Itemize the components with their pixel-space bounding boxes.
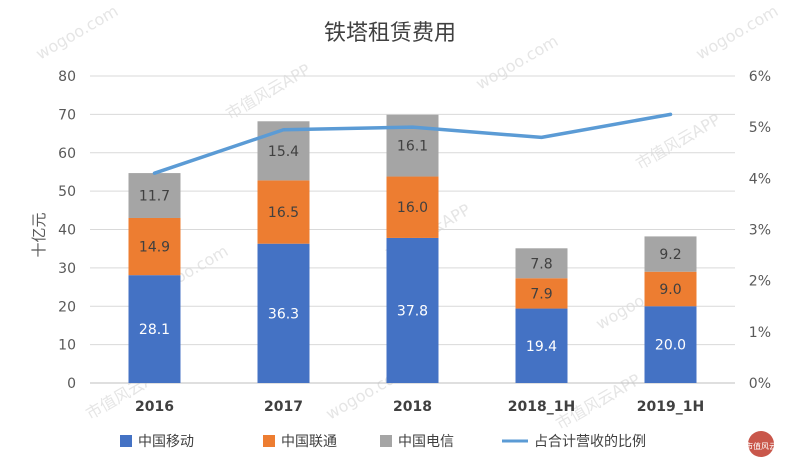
chart-title: 铁塔租赁费用: [324, 21, 456, 46]
bars: [128, 114, 697, 383]
bar-segment: [257, 180, 310, 244]
bar-segment: [644, 271, 697, 307]
bar-segment: [515, 308, 568, 383]
y-axis-label: 十亿元: [30, 212, 48, 257]
bar-segment: [386, 237, 439, 383]
logo: 市值风云: [745, 431, 777, 457]
watermark-text: wogoo.com: [33, 1, 122, 63]
legend-swatch: [263, 435, 275, 447]
data-label: 7.8: [530, 256, 552, 272]
bar-segment: [128, 275, 181, 383]
data-label: 28.1: [139, 322, 170, 338]
data-label: 19.4: [526, 339, 557, 355]
bar-segment: [644, 306, 697, 383]
legend-label: 中国电信: [398, 434, 454, 450]
y-tick-label: 50: [58, 184, 76, 200]
data-label: 16.1: [397, 139, 428, 155]
data-labels: 28.1 14.9 11.7 36.3 16.5 15.4 37.8 16.0 16.1 19.4…: [139, 139, 686, 355]
bar-segment: [515, 248, 568, 279]
bar-segment: [644, 236, 697, 272]
y2-tick-label: 3%: [749, 223, 771, 239]
data-label: 11.7: [139, 189, 170, 205]
y2-tick-label: 4%: [749, 171, 771, 187]
legend: 中国移动 中国联通 中国电信 占合计营收的比例: [120, 434, 646, 450]
data-label: 37.8: [397, 303, 428, 319]
line-point: [153, 171, 156, 175]
data-label: 15.4: [268, 144, 299, 160]
x-tick-label: 2019_1H: [637, 399, 704, 415]
bar-segment: [515, 278, 568, 309]
line-point: [669, 112, 672, 116]
data-label: 36.3: [268, 306, 299, 322]
y2-tick-label: 2%: [749, 274, 771, 290]
x-tick-label: 2018: [393, 399, 432, 415]
bar-segment: [128, 173, 181, 218]
data-label: 14.9: [139, 240, 170, 256]
y2-tick-label: 1%: [749, 325, 771, 341]
y-tick-label: 70: [58, 107, 76, 123]
x-tick-label: 2016: [135, 399, 174, 415]
data-label: 9.2: [659, 247, 681, 263]
y-tick-label: 30: [58, 261, 76, 277]
data-label: 9.0: [659, 282, 681, 298]
axes: 0 10 20 30 40 50 60 70 80 0% 1% 2% 3% 4% 5% 6% 2016 2017 2…: [58, 69, 771, 415]
data-label: 16.0: [397, 200, 428, 216]
legend-swatch: [380, 435, 392, 447]
legend-label: 占合计营收的比例: [534, 434, 646, 450]
watermark-text: wogoo.com: [473, 31, 562, 93]
y2-tick-label: 5%: [749, 120, 771, 136]
x-tick-label: 2018_1H: [508, 399, 575, 415]
y-tick-label: 80: [58, 69, 76, 85]
line-point: [540, 135, 543, 139]
y2-tick-label: 6%: [749, 69, 771, 85]
y-tick-label: 40: [58, 223, 76, 239]
bar-segment: [386, 176, 439, 238]
bar-segment: [257, 243, 310, 383]
line-point: [282, 128, 285, 132]
data-label: 16.5: [268, 205, 299, 221]
bar-segment: [128, 217, 181, 276]
y-tick-label: 10: [58, 338, 76, 354]
logo-badge: [748, 431, 774, 457]
line-point: [411, 125, 414, 129]
legend-label: 中国联通: [281, 434, 337, 450]
logo-text: 市值风云: [745, 441, 777, 451]
y-tick-label: 60: [58, 146, 76, 162]
x-tick-label: 2017: [264, 399, 303, 415]
data-label: 20.0: [655, 338, 686, 354]
legend-swatch: [120, 435, 132, 447]
y-tick-label: 0: [67, 376, 76, 392]
ratio-line: [152, 112, 673, 175]
y2-tick-label: 0%: [749, 376, 771, 392]
legend-label: 中国移动: [138, 434, 194, 450]
bar-segment: [386, 114, 439, 177]
watermark-text: wogoo.com: [693, 1, 782, 63]
y-tick-label: 20: [58, 299, 76, 315]
data-label: 7.9: [530, 286, 552, 302]
